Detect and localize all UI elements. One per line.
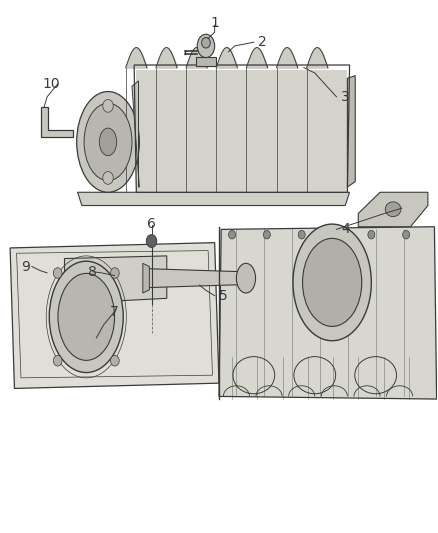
Ellipse shape — [298, 230, 305, 239]
Text: 6: 6 — [147, 217, 156, 231]
Ellipse shape — [263, 230, 270, 239]
Polygon shape — [196, 56, 215, 66]
Ellipse shape — [293, 224, 371, 341]
Text: 10: 10 — [42, 77, 60, 91]
Ellipse shape — [403, 230, 410, 239]
Polygon shape — [143, 263, 149, 293]
Ellipse shape — [229, 230, 236, 239]
Ellipse shape — [201, 37, 210, 48]
Polygon shape — [145, 269, 245, 288]
Polygon shape — [219, 227, 437, 399]
Polygon shape — [10, 243, 219, 389]
Polygon shape — [132, 81, 139, 187]
Ellipse shape — [49, 261, 123, 373]
Ellipse shape — [77, 92, 139, 192]
Polygon shape — [136, 70, 347, 192]
Text: 4: 4 — [341, 222, 350, 236]
Ellipse shape — [303, 238, 362, 326]
Ellipse shape — [197, 34, 215, 58]
Text: 5: 5 — [219, 289, 228, 303]
Text: 9: 9 — [21, 260, 30, 273]
Ellipse shape — [146, 235, 157, 247]
Ellipse shape — [368, 230, 375, 239]
Text: 3: 3 — [341, 90, 350, 104]
Ellipse shape — [103, 172, 113, 184]
Polygon shape — [78, 192, 350, 206]
Ellipse shape — [58, 273, 115, 360]
Polygon shape — [347, 76, 355, 187]
Ellipse shape — [99, 128, 117, 156]
Ellipse shape — [385, 202, 401, 216]
Text: 7: 7 — [110, 304, 119, 319]
Text: 1: 1 — [210, 15, 219, 30]
Ellipse shape — [110, 356, 119, 366]
Ellipse shape — [237, 263, 255, 293]
Polygon shape — [358, 192, 428, 227]
Ellipse shape — [53, 268, 62, 278]
Polygon shape — [41, 108, 73, 136]
Ellipse shape — [103, 100, 113, 112]
Text: 8: 8 — [88, 265, 97, 279]
Ellipse shape — [53, 356, 62, 366]
Ellipse shape — [110, 268, 119, 278]
Text: 2: 2 — [258, 35, 267, 49]
Ellipse shape — [84, 103, 132, 181]
Polygon shape — [64, 256, 167, 304]
